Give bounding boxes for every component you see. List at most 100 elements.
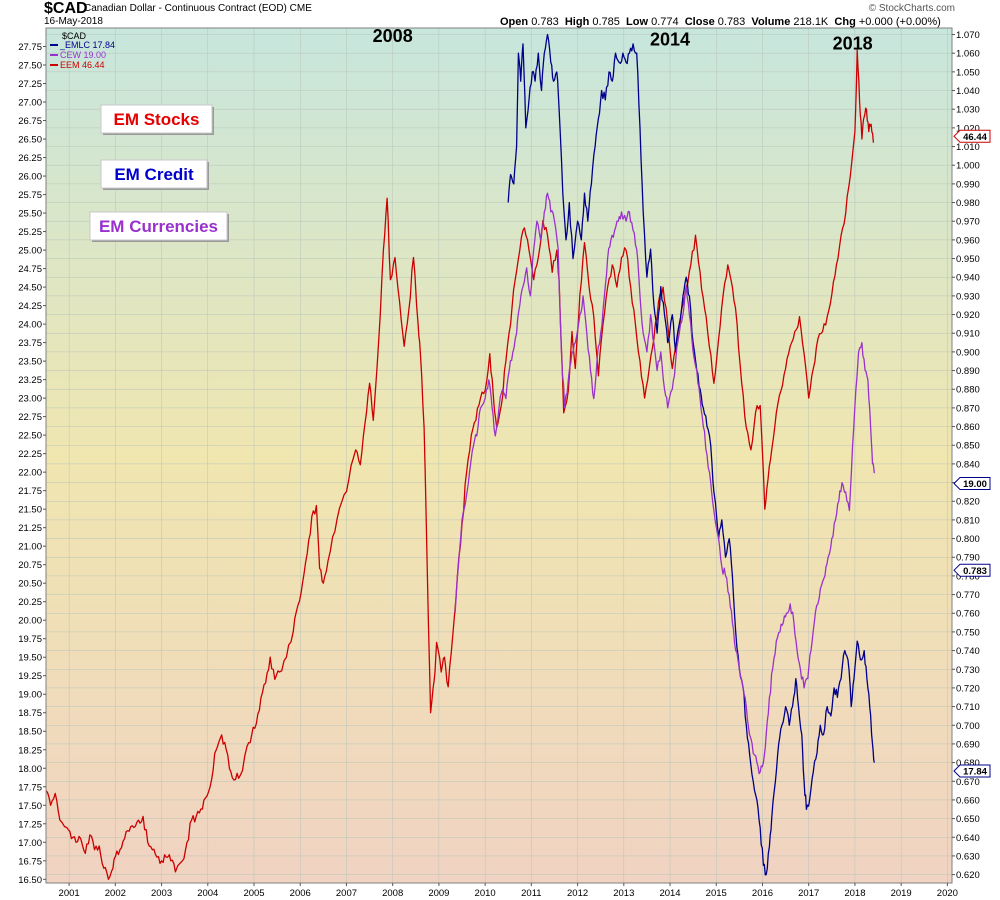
right-tick-label: 0.730 <box>956 665 980 676</box>
x-tick-label: 2008 <box>382 888 403 899</box>
right-tick-label: 0.770 <box>956 590 980 601</box>
left-tick-label: 24.25 <box>18 301 42 312</box>
right-tick-label: 0.890 <box>956 366 980 377</box>
x-tick-label: 2005 <box>243 888 264 899</box>
right-tick-label: 0.650 <box>956 814 980 825</box>
left-tick-label: 24.75 <box>18 264 42 275</box>
label-box <box>100 159 208 189</box>
left-tick-label: 19.50 <box>18 653 42 664</box>
open-label: Open <box>500 16 529 28</box>
right-tick-label: 0.850 <box>956 441 980 452</box>
left-tick-label: 17.25 <box>18 819 42 830</box>
left-tick-label: 18.00 <box>18 764 42 775</box>
right-tick-label: 0.780 <box>956 571 980 582</box>
value-tag-box <box>953 563 991 577</box>
left-tick-label: 20.50 <box>18 579 42 590</box>
value-tag-box <box>953 764 991 778</box>
left-tick-label: 26.50 <box>18 135 42 146</box>
right-tick-label: 0.970 <box>956 217 980 228</box>
label-boxes: EM Stocks EM Credit EM Currencies <box>89 104 229 242</box>
left-tick-label: 22.50 <box>18 431 42 442</box>
left-tick-label: 17.50 <box>18 801 42 812</box>
left-tick-label: 22.25 <box>18 449 42 460</box>
left-tick-label: 23.00 <box>18 394 42 405</box>
low-value: 0.774 <box>651 16 679 28</box>
left-tick-label: 18.25 <box>18 745 42 756</box>
right-tick-label: 1.070 <box>956 30 980 41</box>
close-label: Close <box>684 16 715 28</box>
x-tick-label: 2002 <box>105 888 126 899</box>
left-tick-label: 21.25 <box>18 523 42 534</box>
label-box-text: EM Credit <box>114 165 194 184</box>
x-tick-label: 2015 <box>706 888 727 899</box>
label-box <box>89 211 228 241</box>
right-tick-label: 0.800 <box>956 534 980 545</box>
x-tick-label: 2003 <box>151 888 172 899</box>
right-tick-label: 0.700 <box>956 721 980 732</box>
close-value: 0.783 <box>717 16 746 28</box>
right-axis: 0.620 0.630 0.640 0.650 0.660 0.670 0.680 0.690… <box>952 30 980 881</box>
right-tick-label: 0.870 <box>956 403 980 414</box>
x-tick-label: 2001 <box>59 888 80 899</box>
high-value: 0.785 <box>592 16 620 28</box>
volume-value: 218.1K <box>793 16 829 28</box>
left-tick-label: 27.25 <box>18 79 42 90</box>
left-tick-label: 27.00 <box>18 98 42 109</box>
left-tick-label: 18.75 <box>18 708 42 719</box>
high-label: High <box>564 16 590 28</box>
right-tick-label: 0.660 <box>956 795 980 806</box>
left-tick-label: 24.50 <box>18 283 42 294</box>
x-tick-label: 2009 <box>428 888 449 899</box>
right-tick-label: 1.040 <box>956 86 980 97</box>
ohlc-readout: Open 0.783 High 0.785 Low 0.774 Close 0.… <box>500 16 941 28</box>
right-tick-label: 1.030 <box>956 105 980 116</box>
left-tick-label: 26.00 <box>18 172 42 183</box>
year-annotations: 2008 2014 2018 <box>373 26 873 53</box>
x-tick-label: 2014 <box>659 888 680 899</box>
x-tick-label: 2016 <box>752 888 773 899</box>
right-tick-label: 0.720 <box>956 683 980 694</box>
right-tick-label: 0.630 <box>956 851 980 862</box>
right-tick-label: 0.790 <box>956 553 980 564</box>
legend-entry: EEM 46.44 <box>60 60 105 70</box>
low-label: Low <box>626 16 649 28</box>
left-tick-label: 16.50 <box>18 875 42 886</box>
x-tick-label: 2006 <box>290 888 311 899</box>
x-axis: 2001 2002 2003 2004 2005 2006 2007 2008 2009 2010… <box>59 883 958 899</box>
right-tick-label: 0.990 <box>956 179 980 190</box>
right-tick-label: 0.980 <box>956 198 980 209</box>
chart-description: Canadian Dollar - Continuous Contract (E… <box>84 3 312 14</box>
left-tick-label: 24.00 <box>18 320 42 331</box>
left-tick-label: 25.25 <box>18 227 42 238</box>
left-tick-label: 27.50 <box>18 61 42 72</box>
left-tick-label: 17.00 <box>18 838 42 849</box>
right-tick-label: 0.920 <box>956 310 980 321</box>
right-tick-label: 0.940 <box>956 273 980 284</box>
left-tick-label: 23.75 <box>18 338 42 349</box>
right-tick-label: 0.880 <box>956 385 980 396</box>
left-tick-label: 27.75 <box>18 42 42 53</box>
exchange-text: CME <box>289 3 312 14</box>
left-tick-label: 23.50 <box>18 357 42 368</box>
description-text: Canadian Dollar - Continuous Contract (E… <box>84 3 287 14</box>
open-value: 0.783 <box>531 16 559 28</box>
right-tick-label: 0.860 <box>956 422 980 433</box>
label-box <box>100 104 213 134</box>
chart-date: 16-May-2018 <box>44 16 103 27</box>
x-tick-label: 2013 <box>613 888 634 899</box>
legend-entry: CEW 19.00 <box>60 50 106 60</box>
value-tag-box <box>953 129 991 143</box>
series-line-emlc <box>507 33 875 876</box>
right-tick-label: 1.060 <box>956 49 980 60</box>
right-tick-label: 0.740 <box>956 646 980 657</box>
right-tick-label: 0.640 <box>956 833 980 844</box>
series-line-cew <box>454 192 875 775</box>
x-tick-label: 2010 <box>475 888 496 899</box>
right-tick-label: 0.900 <box>956 347 980 358</box>
right-tick-label: 0.820 <box>956 497 980 508</box>
right-tick-label: 0.810 <box>956 515 980 526</box>
chg-value: +0.000 (+0.00%) <box>858 16 941 28</box>
volume-label: Volume <box>751 16 791 28</box>
